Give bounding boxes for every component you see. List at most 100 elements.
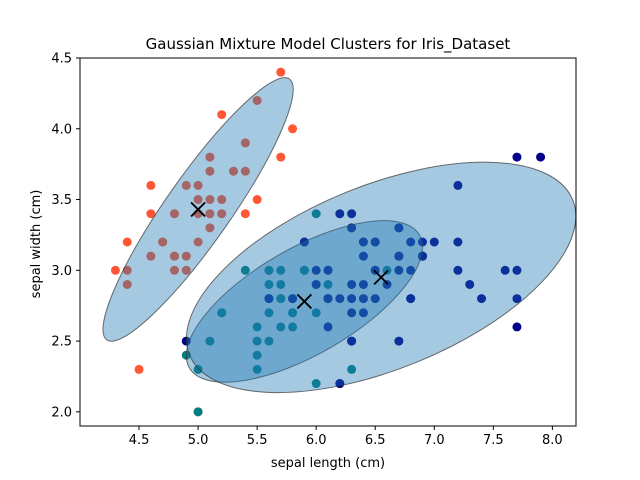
- cluster-1-point: [276, 67, 286, 77]
- cluster-3-point: [512, 322, 522, 332]
- cluster-2-point: [347, 364, 357, 374]
- cluster-1-point: [205, 223, 215, 233]
- cluster-2-point: [264, 279, 274, 289]
- cluster-3-point: [323, 294, 333, 304]
- cluster-2-point: [252, 350, 262, 360]
- cluster-1-point: [205, 166, 215, 176]
- chart-title: Gaussian Mixture Model Clusters for Iris…: [146, 35, 511, 54]
- cluster-3-point: [347, 308, 357, 318]
- cluster-2-point: [252, 322, 262, 332]
- cluster-3-point: [406, 294, 416, 304]
- x-tick-label: 6.0: [306, 433, 327, 448]
- cluster-1-point: [205, 152, 215, 162]
- axes-frame: [79, 57, 577, 427]
- cluster-1-point: [217, 195, 227, 205]
- cluster-1-point: [146, 251, 156, 261]
- cluster-2-point: [276, 322, 286, 332]
- cluster-2-point: [193, 364, 203, 374]
- cluster-1-point: [276, 152, 286, 162]
- cluster-3-point: [323, 322, 333, 332]
- cluster-2-point: [252, 364, 262, 374]
- cluster-3-point: [536, 152, 546, 162]
- cluster-1-point: [240, 138, 250, 148]
- cluster-3-point: [347, 209, 357, 219]
- points-layer: [110, 67, 546, 417]
- x-tick-label: 6.5: [365, 433, 386, 448]
- cluster-3-point: [358, 237, 368, 247]
- cluster-1-point: [181, 180, 191, 190]
- cluster-3-point: [311, 279, 321, 289]
- cluster-1-point: [134, 364, 144, 374]
- cluster-3-point: [370, 237, 380, 247]
- cluster-2-point: [193, 407, 203, 417]
- centers-layer: [190, 201, 389, 310]
- cluster-3-point: [453, 180, 463, 190]
- cluster-1-point: [193, 195, 203, 205]
- cluster-3-point: [370, 294, 380, 304]
- cluster-1-point: [217, 110, 227, 120]
- cluster-3-point: [311, 265, 321, 275]
- cluster-1-point: [169, 251, 179, 261]
- x-tick-label: 7.0: [424, 433, 445, 448]
- cluster-3-point: [406, 265, 416, 275]
- cluster-1-point: [110, 265, 120, 275]
- cluster-3-point: [335, 294, 345, 304]
- cluster-3-point: [512, 152, 522, 162]
- cluster-3-point: [347, 294, 357, 304]
- cluster-1-point: [146, 180, 156, 190]
- cluster-1-point: [122, 237, 132, 247]
- cluster-3-point: [453, 265, 463, 275]
- cluster-3-point: [288, 294, 298, 304]
- cluster-2-point: [299, 265, 309, 275]
- cluster-3-point: [264, 294, 274, 304]
- cluster-3-point: [512, 265, 522, 275]
- cluster-2-point: [276, 265, 286, 275]
- cluster-1-point: [240, 209, 250, 219]
- cluster-3-point: [406, 237, 416, 247]
- cluster-3-point: [358, 279, 368, 289]
- cluster-1-point: [193, 180, 203, 190]
- cluster-3-point: [394, 265, 404, 275]
- cluster-3-point: [394, 251, 404, 261]
- cluster-2-point: [323, 279, 333, 289]
- cluster-2-center-marker: [296, 293, 313, 310]
- cluster-3-point: [453, 237, 463, 247]
- cluster-3-point: [358, 251, 368, 261]
- cluster-3-point: [358, 308, 368, 318]
- cluster-1-point: [240, 166, 250, 176]
- cluster-1-center-marker: [190, 201, 206, 218]
- y-tick-label: 2.5: [51, 335, 72, 350]
- y-tick-label: 2.0: [51, 405, 72, 420]
- cluster-2-point: [276, 294, 286, 304]
- y-axis-ticks: 2.0 2.5 3.0 3.5 4.0 4.5: [51, 52, 80, 420]
- cluster-2-point: [311, 379, 321, 389]
- cluster-3-point: [347, 279, 357, 289]
- cluster-1-point: [205, 195, 215, 205]
- cluster-2-point: [264, 265, 274, 275]
- y-tick-label: 4.5: [51, 52, 72, 67]
- cluster-1-point: [217, 209, 227, 219]
- cluster-3-point: [347, 336, 357, 346]
- cluster-2-point: [252, 336, 262, 346]
- x-tick-label: 8.0: [542, 433, 563, 448]
- cluster-1-point: [205, 209, 215, 219]
- y-axis-label: sepal width (cm): [29, 190, 44, 299]
- cluster-1-point: [288, 124, 298, 134]
- cluster-3-point: [465, 279, 475, 289]
- y-tick-label: 4.0: [51, 122, 72, 137]
- cluster-3-point: [323, 265, 333, 275]
- cluster-1-point: [146, 209, 156, 219]
- cluster-2-point: [288, 322, 298, 332]
- cluster-1-point: [229, 166, 239, 176]
- cluster-3-point: [512, 294, 522, 304]
- x-tick-label: 5.5: [247, 433, 268, 448]
- cluster-2-point: [276, 279, 286, 289]
- cluster-1-point: [169, 209, 179, 219]
- cluster-1-point: [181, 265, 191, 275]
- cluster-1-point: [169, 265, 179, 275]
- cluster-3-point: [477, 294, 487, 304]
- cluster-2-point: [311, 308, 321, 318]
